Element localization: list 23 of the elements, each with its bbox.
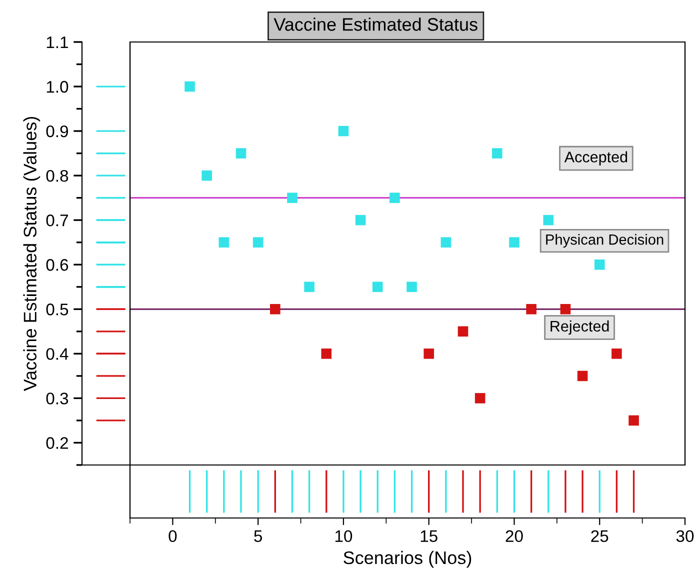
y-tick-label: 1.1 [46,36,68,48]
y-axis-title: Vaccine Estimated Status (Values) [23,116,40,392]
x-tick-label: 20 [506,530,523,542]
x-tick-label: 25 [591,530,608,542]
annotation: Accepted [564,151,628,166]
x-tick-label: 10 [335,530,352,542]
annotation: Physican Decision [546,234,664,248]
y-tick-label: 0.8 [46,170,68,182]
annotation: Rejected [550,320,609,335]
y-tick-label: 0.6 [46,259,68,271]
y-tick-label: 0.3 [46,392,68,404]
x-tick-label: 30 [676,530,694,542]
y-tick-label: 0.5 [46,304,68,316]
x-tick-label: 5 [254,530,262,542]
x-axis-title: Scenarios (Nos) [344,550,472,568]
y-tick-label: 0.9 [46,125,68,138]
x-tick-label: 0 [168,530,177,542]
x-tick-label: 15 [420,530,438,542]
y-tick-label: 0.2 [46,437,68,449]
y-tick-label: 0.7 [46,214,68,226]
chart-title: Vaccine Estimated Status [274,18,478,31]
y-tick-label: 1.0 [46,80,68,93]
y-tick-label: 0.4 [46,348,68,360]
